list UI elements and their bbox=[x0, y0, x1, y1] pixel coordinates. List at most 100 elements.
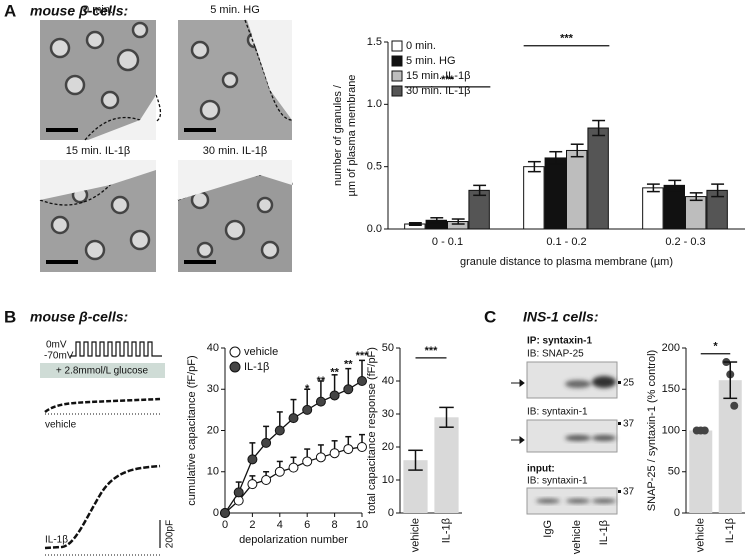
image-label: 5 min. HG bbox=[210, 4, 260, 16]
panel-heading: mouse β-cells: bbox=[30, 3, 128, 19]
legend-marker bbox=[229, 361, 241, 373]
mw-marker: 37 bbox=[623, 419, 635, 430]
y-tick-label: 10 bbox=[382, 474, 394, 486]
x-tick-label: 10 bbox=[356, 519, 368, 531]
lane-label: IgG bbox=[542, 520, 554, 538]
bar bbox=[468, 189, 490, 230]
marker bbox=[315, 452, 326, 463]
bar bbox=[434, 417, 459, 513]
y-axis-label: cumulative capacitance (fF/pF) bbox=[186, 355, 198, 505]
x-tick-label: vehicle bbox=[409, 518, 421, 552]
micrographs bbox=[39, 19, 293, 272]
legend-label: 0 min. bbox=[406, 40, 436, 52]
traces bbox=[44, 397, 162, 556]
western-blots bbox=[511, 361, 621, 515]
bar bbox=[523, 166, 545, 230]
x-tick-label: 4 bbox=[277, 519, 283, 531]
bar bbox=[642, 187, 664, 230]
pulse-protocol bbox=[70, 341, 162, 357]
y-tick-label: 20 bbox=[382, 441, 394, 453]
legend-label: 5 min. HG bbox=[406, 55, 456, 67]
scale-bar-label: 200pF bbox=[165, 520, 176, 548]
y-tick-label: 200 bbox=[662, 342, 680, 354]
y-tick-label: 0 bbox=[388, 507, 394, 519]
bar bbox=[544, 157, 567, 230]
trace-label: IL-1β bbox=[45, 535, 68, 546]
x-tick-label: 0 bbox=[222, 519, 228, 531]
data-point bbox=[700, 426, 709, 435]
glucose-bar bbox=[40, 363, 165, 378]
bar bbox=[689, 430, 713, 513]
image-label: 0 min. bbox=[83, 4, 113, 16]
marker bbox=[288, 462, 299, 473]
legend-swatch bbox=[391, 85, 403, 97]
x-tick-label: vehicle bbox=[695, 518, 707, 552]
panel-heading: mouse β-cells: bbox=[30, 309, 128, 325]
glucose-label: + 2.8mmol/L glucose bbox=[56, 366, 149, 377]
mw-marker: 37 bbox=[623, 487, 635, 498]
lane-label: vehicle bbox=[571, 520, 583, 554]
marker bbox=[274, 466, 285, 477]
x-tick-label: 0 - 0.1 bbox=[432, 236, 463, 248]
marker bbox=[357, 442, 367, 452]
mw-marker: 25 bbox=[623, 378, 635, 389]
significance-label: *** bbox=[441, 74, 455, 86]
legend-marker bbox=[229, 346, 241, 358]
y-tick-label: 0 bbox=[674, 507, 680, 519]
x-axis-label: depolarization number bbox=[239, 534, 348, 546]
bar bbox=[663, 184, 686, 230]
y-tick-label: 30 bbox=[207, 383, 219, 395]
voltage-label: 0mV bbox=[46, 340, 67, 351]
image-label: 15 min. IL-1β bbox=[66, 145, 130, 157]
significance-label: *** bbox=[425, 345, 439, 357]
significance-label: ** bbox=[317, 375, 326, 387]
y-tick-label: 150 bbox=[662, 383, 680, 395]
blot-label: input: bbox=[527, 464, 555, 475]
legend-swatch bbox=[391, 55, 403, 67]
marker bbox=[233, 487, 244, 498]
marker bbox=[343, 444, 354, 455]
x-tick-label: 6 bbox=[304, 519, 310, 531]
trace-label: vehicle bbox=[45, 420, 77, 431]
blot-label: IP: syntaxin-1 bbox=[527, 336, 592, 347]
legend-label: 30 min. IL-1β bbox=[406, 85, 470, 97]
y-tick-label: 50 bbox=[382, 342, 394, 354]
blot-label: IB: syntaxin-1 bbox=[527, 476, 588, 487]
marker bbox=[261, 437, 272, 448]
y-tick-label: 100 bbox=[662, 424, 680, 436]
marker bbox=[302, 404, 313, 415]
y-axis-label: number of granules / bbox=[332, 84, 344, 186]
y-axis-label: total capacitance response (fF/pF) bbox=[366, 347, 378, 514]
panel-heading: INS-1 cells: bbox=[523, 309, 598, 325]
voltage-label: -70mV bbox=[44, 351, 74, 362]
y-tick-label: 50 bbox=[668, 466, 680, 478]
y-tick-label: 40 bbox=[207, 342, 219, 354]
legend-label: vehicle bbox=[244, 346, 278, 358]
marker bbox=[329, 390, 340, 401]
panel-label: A bbox=[4, 1, 16, 20]
legend-swatch bbox=[391, 70, 403, 82]
marker bbox=[343, 384, 354, 395]
y-tick-label: 1.5 bbox=[367, 36, 382, 48]
legend-label: 15 min. IL-1β bbox=[406, 70, 470, 82]
bar bbox=[566, 149, 588, 230]
marker bbox=[302, 456, 313, 467]
significance-label: ** bbox=[344, 358, 353, 370]
y-tick-label: 30 bbox=[382, 408, 394, 420]
legend-label: IL-1β bbox=[244, 361, 269, 373]
x-tick-label: 0.2 - 0.3 bbox=[665, 236, 705, 248]
blot-label: IB: syntaxin-1 bbox=[527, 407, 588, 418]
y-tick-label: 20 bbox=[207, 424, 219, 436]
marker bbox=[220, 508, 230, 518]
marker bbox=[261, 475, 272, 485]
data-point bbox=[730, 401, 739, 410]
marker bbox=[233, 495, 244, 506]
y-tick-label: 40 bbox=[382, 375, 394, 387]
panel-label: B bbox=[4, 307, 16, 326]
y-axis-label: µm of plasma membrane bbox=[346, 75, 358, 197]
blot-label: IB: SNAP-25 bbox=[527, 349, 584, 360]
marker bbox=[274, 425, 285, 436]
significance-label: ** bbox=[330, 367, 339, 379]
marker bbox=[357, 376, 367, 386]
